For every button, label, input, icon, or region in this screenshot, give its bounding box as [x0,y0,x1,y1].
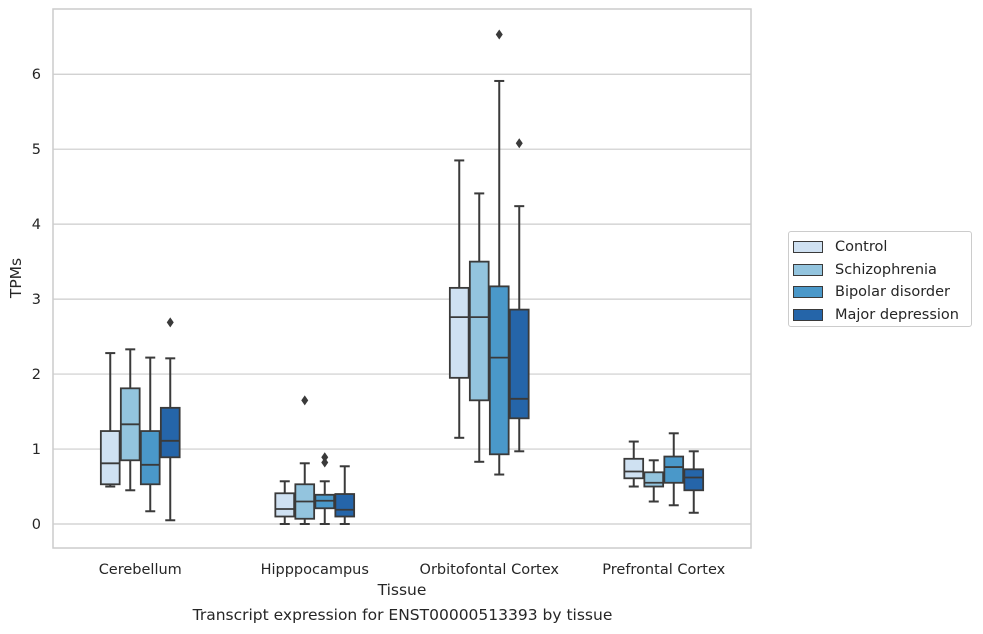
box-iqr-major-depression-hipppocampus [334,493,356,518]
x-tick-label-prefrontal-cortex: Prefrontal Cortex [602,562,725,578]
legend: Control Schizophrenia Bipolar disorder M… [788,231,972,327]
legend-item-bipolar-disorder: Bipolar disorder [793,281,971,304]
y-tick-label-1: 1 [32,442,41,458]
boxes [99,29,705,526]
box-control-prefrontal-cortex [623,440,645,488]
box-control-cerebellum [99,352,121,488]
y-tick-label-3: 3 [32,292,41,308]
box-iqr-bipolar-disorder-prefrontal-cortex [663,455,685,484]
box-iqr-bipolar-disorder-cerebellum [139,430,161,486]
x-axis-label: Tissue [377,581,427,599]
box-iqr-schizophrenia-orbitofontal-cortex [468,260,490,402]
box-iqr-control-cerebellum [99,430,121,486]
plot-frame [52,8,752,549]
box-iqr-control-orbitofontal-cortex [448,286,470,379]
box-schizophrenia-orbitofontal-cortex [468,192,490,463]
box-major-depression-prefrontal-cortex [683,450,705,514]
box-bipolar-disorder-hipppocampus [314,452,336,526]
legend-swatch-schizophrenia [793,263,823,276]
box-iqr-major-depression-prefrontal-cortex [683,468,705,492]
outlier-bipolar-disorder-orbitofontal-cortex-0 [495,29,503,40]
box-control-orbitofontal-cortex [448,159,470,439]
legend-label-major-depression: Major depression [835,306,959,323]
legend-swatch-major-depression [793,308,823,321]
box-iqr-control-prefrontal-cortex [623,457,645,480]
legend-item-major-depression: Major depression [793,304,971,327]
box-bipolar-disorder-prefrontal-cortex [663,432,685,507]
box-schizophrenia-prefrontal-cortex [643,459,665,503]
chart-caption: Transcript expression for ENST0000051339… [192,606,613,624]
x-tick-label-cerebellum: Cerebellum [99,562,182,578]
box-schizophrenia-hipppocampus [294,395,316,526]
legend-item-control: Control [793,236,971,259]
y-tick-label-6: 6 [32,67,41,83]
box-iqr-control-hipppocampus [274,492,296,518]
outlier-major-depression-orbitofontal-cortex-0 [515,138,523,149]
legend-label-bipolar-disorder: Bipolar disorder [835,284,950,301]
y-tick-label-4: 4 [32,217,41,233]
box-iqr-bipolar-disorder-orbitofontal-cortex [488,285,510,456]
box-bipolar-disorder-cerebellum [139,356,161,513]
box-bipolar-disorder-orbitofontal-cortex [488,29,510,476]
legend-swatch-control [793,241,823,254]
box-major-depression-orbitofontal-cortex [508,138,530,453]
legend-label-schizophrenia: Schizophrenia [835,261,937,278]
box-iqr-major-depression-orbitofontal-cortex [508,308,530,420]
y-tick-labels: 0 1 2 3 4 5 6 [32,67,41,533]
box-schizophrenia-cerebellum [119,348,141,492]
box-major-depression-hipppocampus [334,465,356,526]
x-tick-label-orbitofontal-cortex: Orbitofontal Cortex [420,562,560,578]
box-iqr-major-depression-cerebellum [159,406,181,459]
y-tick-label-5: 5 [32,142,41,158]
box-iqr-schizophrenia-prefrontal-cortex [643,471,665,488]
legend-label-control: Control [835,239,888,256]
outlier-bipolar-disorder-hipppocampus-1 [321,452,329,463]
box-control-hipppocampus [274,480,296,526]
outlier-major-depression-cerebellum-0 [166,317,174,328]
box-major-depression-cerebellum [159,317,181,522]
x-tick-labels: Cerebellum Hipppocampus Orbitofontal Corte… [99,562,726,578]
legend-item-schizophrenia: Schizophrenia [793,259,971,282]
y-tick-label-0: 0 [32,517,41,533]
y-tick-label-2: 2 [32,367,41,383]
outlier-bipolar-disorder-hipppocampus-0 [321,457,329,468]
outlier-schizophrenia-hipppocampus-0 [301,395,309,406]
x-tick-label-hipppocampus: Hipppocampus [261,562,369,578]
y-axis-label: TPMs [7,258,25,299]
legend-swatch-bipolar-disorder [793,286,823,299]
